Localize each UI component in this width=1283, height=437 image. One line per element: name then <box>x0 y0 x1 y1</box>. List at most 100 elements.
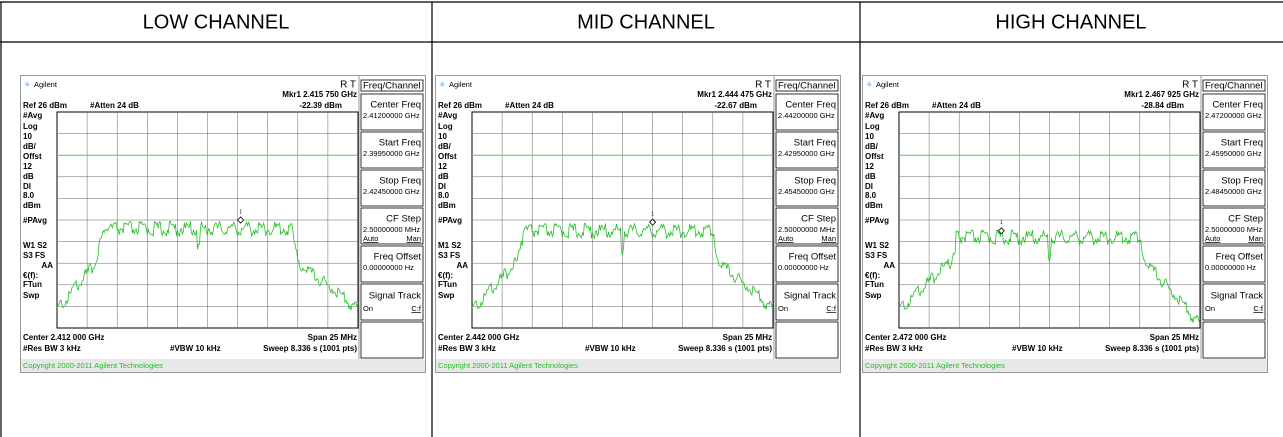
softkey-label: Freq Offset <box>789 252 837 263</box>
marker-readout: Mkr1 2.444 475 GHz <box>697 90 772 99</box>
marker-level: -22.39 dBm <box>299 101 342 110</box>
column-header: HIGH CHANNEL <box>995 11 1146 33</box>
softkey[interactable] <box>360 169 424 207</box>
side-label: dB <box>23 172 34 181</box>
logo-star: ✳ <box>866 80 873 89</box>
trace <box>56 220 359 311</box>
softkey[interactable] <box>775 283 839 321</box>
side-label: 12 <box>865 162 874 171</box>
side-label: 10 <box>23 132 32 141</box>
softkey-option: C:f <box>411 304 422 313</box>
span: Span 25 MHz <box>1150 333 1199 342</box>
copyright: Copyright 2000-2011 Agilent Technologies <box>23 361 163 370</box>
softkey-value: 2.48450000 GHz <box>1205 187 1262 196</box>
softkey-value: 2.42450000 GHz <box>363 187 420 196</box>
softkey-label: Signal Track <box>369 291 422 302</box>
side-label: dB <box>438 172 449 181</box>
softkey-label: Freq Offset <box>374 252 422 263</box>
span: Span 25 MHz <box>308 333 357 342</box>
column-header: MID CHANNEL <box>577 11 715 33</box>
softkey[interactable] <box>360 131 424 169</box>
softkey-label: Start Freq <box>379 138 421 149</box>
softkey[interactable] <box>360 283 424 321</box>
softkey-option: C:f <box>826 304 837 313</box>
softkey[interactable] <box>775 93 839 131</box>
marker-diamond <box>997 227 1005 235</box>
softkey-option: Auto <box>778 234 793 243</box>
softkey[interactable] <box>775 245 839 283</box>
marker-readout: Mkr1 2.467 925 GHz <box>1124 90 1199 99</box>
side-label: Swp <box>23 291 40 300</box>
softkey[interactable] <box>360 207 424 245</box>
status: R T <box>755 80 771 91</box>
softkey-value: 2.50000000 MHz <box>1205 225 1262 234</box>
softkey-title: Freq/Channel <box>778 81 836 92</box>
logo-star: ✳ <box>439 80 446 89</box>
softkey[interactable] <box>1202 169 1266 207</box>
softkey[interactable] <box>360 321 424 359</box>
side-label: Offst <box>23 152 42 161</box>
softkey-option: On <box>363 304 373 313</box>
softkey-title: Freq/Channel <box>363 81 421 92</box>
side-label: Offst <box>438 152 457 161</box>
side-label: S3 FS <box>865 251 888 260</box>
softkey[interactable] <box>1202 93 1266 131</box>
side-label: FTun <box>865 280 884 289</box>
side-label: dBm <box>865 201 883 210</box>
side-label: 8.0 <box>23 191 35 200</box>
softkey[interactable] <box>1202 321 1266 359</box>
logo-star: ✳ <box>24 80 31 89</box>
side-label: AA <box>456 261 468 270</box>
softkey[interactable] <box>1202 245 1266 283</box>
softkey[interactable] <box>775 131 839 169</box>
side-label: dB/ <box>865 142 879 151</box>
softkey[interactable] <box>1202 207 1266 245</box>
softkey[interactable] <box>775 207 839 245</box>
softkey-title-box <box>360 79 424 92</box>
softkey-label: CF Step <box>801 214 836 225</box>
copyright-bar <box>21 359 425 372</box>
softkey[interactable] <box>775 169 839 207</box>
marker-readout: Mkr1 2.415 750 GHz <box>282 90 357 99</box>
side-label: #Avg <box>865 111 884 120</box>
softkey-option: C:f <box>1253 304 1264 313</box>
marker-number: 1 <box>1000 220 1003 226</box>
side-label: 10 <box>438 132 447 141</box>
attenuation: #Atten 24 dB <box>932 101 981 110</box>
side-label: 8.0 <box>865 191 877 200</box>
softkey[interactable] <box>1202 131 1266 169</box>
rbw: #Res BW 3 kHz <box>438 344 496 353</box>
side-label: Log <box>438 122 453 131</box>
marker-number: 1 <box>651 211 654 217</box>
side-label: 10 <box>865 132 874 141</box>
softkey[interactable] <box>360 93 424 131</box>
side-label: #Avg <box>23 111 42 120</box>
side-label: Swp <box>438 291 455 300</box>
marker-level: -22.67 dBm <box>714 101 757 110</box>
side-label: dBm <box>23 201 41 210</box>
marker-diamond <box>649 218 657 226</box>
softkey-option: Man <box>821 234 836 243</box>
softkey[interactable] <box>360 245 424 283</box>
trace <box>898 228 1201 323</box>
softkey-value: 2.45950000 GHz <box>1205 149 1262 158</box>
center-freq: Center 2.412 000 GHz <box>23 333 104 342</box>
softkey-label: Start Freq <box>794 138 836 149</box>
center-freq: Center 2.472 000 GHz <box>865 333 946 342</box>
softkey-label: CF Step <box>386 214 421 225</box>
softkey-value: 2.41200000 GHz <box>363 111 420 120</box>
side-label: dB <box>865 172 876 181</box>
side-label: €(f): <box>438 271 453 280</box>
side-label: dB/ <box>438 142 452 151</box>
brand: Agilent <box>449 80 473 89</box>
status: R T <box>1182 80 1198 91</box>
center-freq: Center 2.442 000 GHz <box>438 333 519 342</box>
softkey[interactable] <box>1202 283 1266 321</box>
side-label: dB/ <box>23 142 37 151</box>
rbw: #Res BW 3 kHz <box>23 344 81 353</box>
softkey[interactable] <box>775 321 839 359</box>
